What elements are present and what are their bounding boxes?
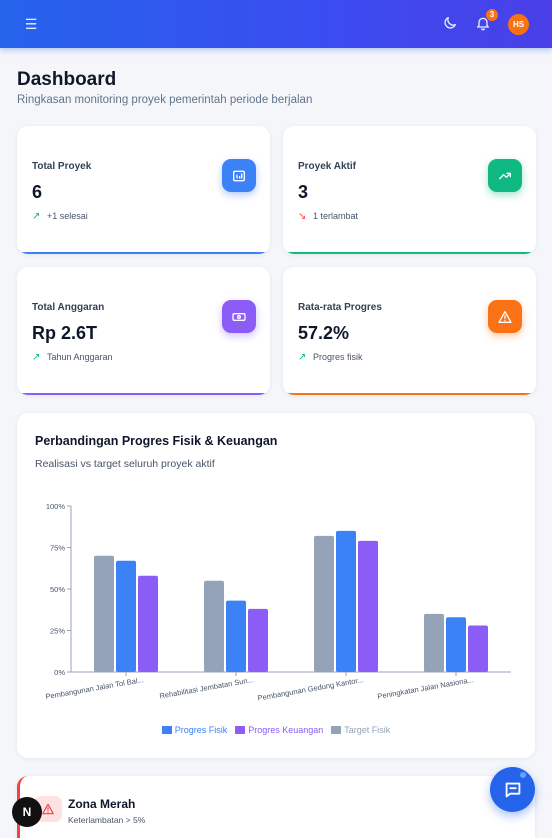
stat-trend: ↗ Tahun Anggaran — [32, 352, 113, 363]
stat-label: Total Proyek — [32, 161, 92, 172]
user-avatar[interactable]: HS — [508, 14, 529, 35]
y-tick-label: 25% — [50, 627, 65, 636]
arrow-down-right-icon: ↘ — [298, 211, 307, 222]
stat-trend: ↘ 1 terlambat — [298, 211, 358, 222]
card-accent-bar — [283, 393, 536, 395]
arrow-up-right-icon: ↗ — [32, 211, 41, 222]
legend-swatch — [331, 726, 342, 734]
zona-merah-title: Zona Merah — [68, 797, 136, 811]
stat-trend-label: Progres fisik — [313, 352, 363, 362]
chart-card: Perbandingan Progres Fisik & Keuangan Re… — [17, 413, 535, 758]
bar-progres-keuangan — [138, 575, 158, 672]
card-accent-bar — [17, 252, 270, 254]
stat-value: 57.2% — [298, 323, 350, 343]
chat-icon — [505, 782, 520, 797]
bar-progres-fisik — [336, 530, 356, 672]
next-dev-badge[interactable]: N — [12, 797, 42, 827]
stat-label: Rata-rata Progres — [298, 302, 382, 313]
notification-badge: 3 — [486, 9, 498, 21]
x-tick-label: Peningkatan Jalan Nasiona... — [377, 675, 475, 701]
x-tick-label: Rehabilitasi Jembatan Sun... — [159, 675, 255, 700]
card-accent-bar — [283, 252, 536, 254]
stat-trend-label: +1 selesai — [47, 211, 88, 221]
legend-item[interactable]: Target Fisik — [331, 725, 390, 735]
stat-value: 3 — [298, 182, 309, 202]
stat-card-proyek-aktif[interactable]: Proyek Aktif 3 ↘ 1 terlambat — [283, 126, 536, 254]
stat-value: 6 — [32, 182, 43, 202]
chart-subtitle: Realisasi vs target seluruh proyek aktif — [35, 458, 215, 470]
page-subtitle: Ringkasan monitoring proyek pemerintah p… — [17, 94, 313, 106]
trending-up-icon — [488, 159, 522, 192]
bar-progres-keuangan — [468, 625, 488, 672]
bar-target-fisik — [204, 580, 224, 672]
warning-icon — [488, 300, 522, 333]
bar-target-fisik — [94, 555, 114, 672]
arrow-up-right-icon: ↗ — [32, 352, 41, 363]
legend-label: Target Fisik — [344, 725, 391, 735]
banknote-icon — [222, 300, 256, 333]
stat-trend-label: Tahun Anggaran — [47, 352, 113, 362]
legend-item[interactable]: Progres Fisik — [161, 725, 228, 735]
bar-progres-fisik — [446, 617, 466, 672]
legend-item[interactable]: Progres Keuangan — [235, 725, 323, 735]
top-navbar — [0, 0, 552, 48]
bar-progres-keuangan — [248, 608, 268, 672]
moon-icon[interactable] — [442, 15, 458, 31]
x-tick-label: Pembangunan Gedung Kantor... — [257, 675, 365, 703]
stat-label: Proyek Aktif — [298, 161, 356, 172]
chart-title: Perbandingan Progres Fisik & Keuangan — [35, 434, 278, 448]
arrow-up-right-icon: ↗ — [298, 352, 307, 363]
card-accent-bar — [17, 393, 270, 395]
bar-chart: 0% 25% 50% 75% 100% Pembangunan Jalan Tol Bal… — [45, 502, 511, 703]
x-tick-label: Pembangunan Jalan Tol Bal... — [45, 675, 145, 701]
bar-progres-fisik — [116, 560, 136, 672]
zona-merah-subtitle: Keterlambatan > 5% — [68, 815, 146, 825]
chart-legend: Progres Fisik Progres Keuangan Target Fisi… — [17, 725, 535, 735]
y-tick-label: 50% — [50, 585, 65, 594]
page-title: Dashboard — [17, 69, 117, 90]
bar-progres-keuangan — [358, 540, 378, 672]
legend-swatch — [235, 726, 246, 734]
chart-board-icon — [222, 159, 256, 192]
stat-trend-label: 1 terlambat — [313, 211, 359, 221]
zona-merah-card[interactable] — [17, 776, 535, 838]
bar-progres-fisik — [226, 600, 246, 672]
y-tick-label: 75% — [50, 544, 65, 553]
chat-button[interactable] — [490, 767, 535, 812]
bar-target-fisik — [424, 613, 444, 672]
stat-card-total-proyek[interactable]: Total Proyek 6 ↗ +1 selesai — [17, 126, 270, 254]
y-tick-label: 0% — [54, 668, 65, 677]
legend-label: Progres Keuangan — [248, 725, 324, 735]
legend-label: Progres Fisik — [174, 725, 228, 735]
legend-swatch — [161, 726, 172, 734]
stat-trend: ↗ Progres fisik — [298, 352, 363, 363]
bar-target-fisik — [314, 535, 334, 672]
bell-icon[interactable] — [475, 15, 491, 31]
chat-indicator-dot — [519, 771, 527, 779]
stat-value: Rp 2.6T — [32, 323, 98, 343]
y-tick-label: 100% — [46, 502, 66, 511]
menu-icon[interactable]: ☰ — [24, 16, 38, 32]
stat-trend: ↗ +1 selesai — [32, 211, 88, 222]
stat-card-rata-rata-progres[interactable]: Rata-rata Progres 57.2% ↗ Progres fisik — [283, 267, 536, 395]
stat-label: Total Anggaran — [32, 302, 105, 313]
stat-card-total-anggaran[interactable]: Total Anggaran Rp 2.6T ↗ Tahun Anggaran — [17, 267, 270, 395]
